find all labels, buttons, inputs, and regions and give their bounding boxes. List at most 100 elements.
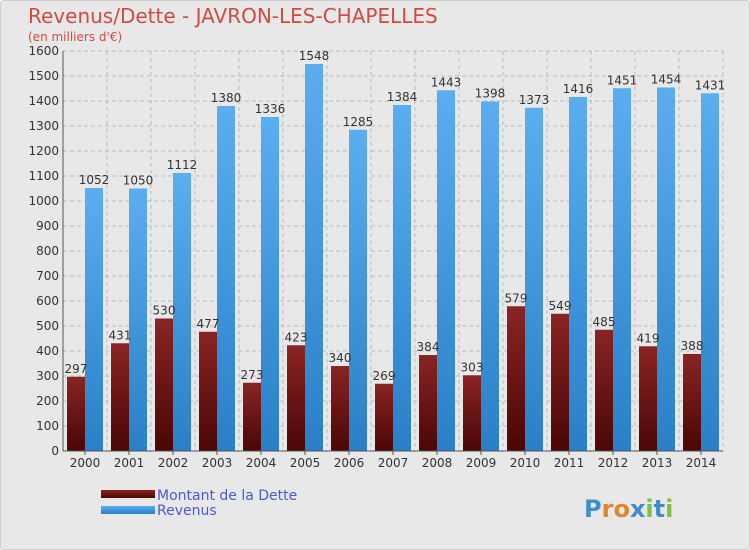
x-tick-label: 2013 [642, 456, 673, 470]
y-tick-label: 900 [36, 219, 59, 233]
y-tick-label: 1200 [28, 144, 59, 158]
bar-dette-2010 [507, 306, 525, 451]
value-label-revenus-2012: 1451 [607, 73, 638, 87]
y-tick-label: 100 [36, 419, 59, 433]
bar-dette-2008 [419, 355, 437, 451]
value-label-dette-2001: 431 [109, 328, 132, 342]
y-tick-label: 800 [36, 244, 59, 258]
legend-swatch-debt [101, 490, 155, 498]
bar-dette-2002 [155, 318, 173, 451]
y-tick-label: 600 [36, 294, 59, 308]
legend-label-revenus: Revenus [157, 503, 217, 519]
value-label-dette-2003: 477 [197, 317, 220, 331]
bar-dette-2003 [199, 331, 217, 451]
logo-text: Proxiti [584, 495, 673, 523]
bar-revenus-2012 [613, 88, 631, 451]
value-label-dette-2010: 579 [505, 291, 528, 305]
bar-revenus-2000 [85, 188, 103, 451]
legend-label-debt: Montant de la Dette [157, 488, 297, 504]
bar-revenus-2002 [173, 173, 191, 451]
value-label-dette-2004: 273 [241, 368, 264, 382]
proxiti-logo: Proxiti [584, 495, 673, 523]
x-tick-label: 2002 [158, 456, 189, 470]
value-label-revenus-2002: 1112 [167, 158, 198, 172]
value-label-dette-2002: 530 [153, 304, 176, 318]
x-tick-label: 2004 [246, 456, 277, 470]
bar-dette-2001 [111, 343, 129, 451]
logo-letter: i [645, 495, 653, 523]
x-tick-label: 2003 [202, 456, 233, 470]
y-tick-label: 1000 [28, 194, 59, 208]
bar-dette-2005 [287, 345, 305, 451]
value-label-dette-2008: 384 [417, 340, 440, 354]
x-tick-label: 2010 [510, 456, 541, 470]
value-label-revenus-2004: 1336 [255, 102, 286, 116]
x-tick-label: 2005 [290, 456, 321, 470]
value-label-dette-2006: 340 [329, 351, 352, 365]
value-label-revenus-2006: 1285 [343, 115, 374, 129]
value-label-revenus-2001: 1050 [123, 174, 154, 188]
value-label-dette-2013: 419 [637, 331, 660, 345]
y-tick-label: 400 [36, 344, 59, 358]
value-label-dette-2005: 423 [285, 330, 308, 344]
bar-dette-2004 [243, 382, 261, 451]
x-tick-label: 2014 [686, 456, 717, 470]
bar-revenus-2001 [129, 188, 147, 451]
logo-letter: o [613, 495, 630, 523]
bar-revenus-2010 [525, 107, 543, 451]
bar-dette-2000 [67, 376, 85, 451]
value-label-revenus-2011: 1416 [563, 82, 594, 96]
y-tick-label: 1600 [28, 44, 59, 58]
y-tick-label: 0 [51, 444, 59, 458]
value-label-dette-2009: 303 [461, 360, 484, 374]
bars-group [67, 64, 719, 451]
x-tick-label: 2006 [334, 456, 365, 470]
value-label-dette-2000: 297 [65, 362, 88, 376]
bar-revenus-2003 [217, 106, 235, 451]
x-tick-label: 2008 [422, 456, 453, 470]
logo-letter: r [602, 495, 614, 523]
value-label-revenus-2010: 1373 [519, 93, 550, 107]
value-label-dette-2007: 269 [373, 369, 396, 383]
logo-letter: i [665, 495, 673, 523]
bar-revenus-2006 [349, 129, 367, 451]
y-tick-label: 300 [36, 369, 59, 383]
bar-revenus-2011 [569, 97, 587, 451]
y-tick-label: 1300 [28, 119, 59, 133]
bar-revenus-2005 [305, 64, 323, 451]
chart-title: Revenus/Dette - JAVRON-LES-CHAPELLES [28, 4, 438, 28]
x-tick-label: 2007 [378, 456, 409, 470]
axes: 0 100 200 300 400 500 600 700 800 900 1000 1100 1200… [28, 44, 723, 470]
bar-dette-2006 [331, 366, 349, 451]
value-label-revenus-2003: 1380 [211, 91, 242, 105]
bar-revenus-2007 [393, 105, 411, 451]
value-labels: 297 1052 431 1050 530 1112 477 1380 273 1336 423 15… [65, 49, 726, 383]
value-label-revenus-2005: 1548 [299, 49, 330, 63]
value-label-dette-2012: 485 [593, 315, 616, 329]
value-label-dette-2011: 549 [549, 299, 572, 313]
value-label-revenus-2013: 1454 [651, 73, 682, 87]
y-tick-label: 500 [36, 319, 59, 333]
legend: Montant de la Dette Revenus [101, 488, 297, 519]
value-label-revenus-2008: 1443 [431, 75, 462, 89]
bar-dette-2013 [639, 346, 657, 451]
bar-revenus-2013 [657, 87, 675, 451]
y-tick-label: 200 [36, 394, 59, 408]
chart-subtitle: (en milliers d'€) [28, 30, 123, 44]
y-tick-label: 700 [36, 269, 59, 283]
bar-dette-2007 [375, 383, 393, 451]
x-tick-label: 2011 [554, 456, 585, 470]
bar-dette-2012 [595, 329, 613, 451]
bar-revenus-2004 [261, 117, 279, 451]
bar-dette-2014 [683, 354, 701, 451]
value-label-dette-2014: 388 [681, 339, 704, 353]
bar-dette-2009 [463, 375, 481, 451]
y-tick-label: 1500 [28, 69, 59, 83]
bar-revenus-2009 [481, 101, 499, 451]
x-tick-label: 2009 [466, 456, 497, 470]
y-tick-label: 1400 [28, 94, 59, 108]
bar-dette-2011 [551, 313, 569, 451]
x-tick-label: 2012 [598, 456, 629, 470]
